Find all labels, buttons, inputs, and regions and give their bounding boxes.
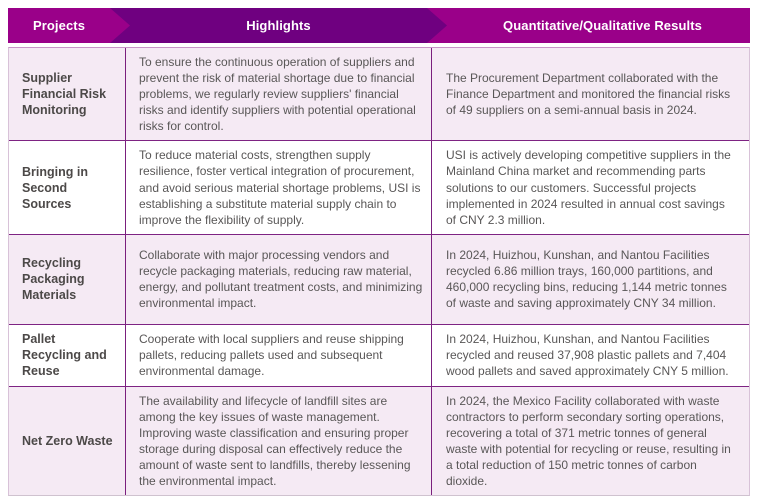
result-cell: In 2024, Huizhou, Kunshan, and Nantou Fa… [431,234,749,324]
result-text: USI is actively developing competitive s… [446,148,731,227]
table-row: Supplier Financial Risk Monitoring To en… [9,48,749,141]
result-cell: In 2024, Huizhou, Kunshan, and Nantou Fa… [431,324,749,386]
project-cell: Bringing in Second Sources [9,141,125,233]
project-name: Bringing in Second Sources [22,164,88,211]
result-cell: In 2024, the Mexico Facility collaborate… [431,386,749,496]
result-text: In 2024, Huizhou, Kunshan, and Nantou Fa… [446,332,729,379]
highlight-cell: Cooperate with local suppliers and reuse… [125,324,431,386]
highlight-cell: Collaborate with major processing vendor… [125,234,431,324]
table-row: Pallet Recycling and Reuse Cooperate wit… [9,323,749,386]
table-row: Recycling Packaging Materials Collaborat… [9,233,749,324]
highlight-text: To ensure the continuous operation of su… [139,55,416,134]
table-row: Bringing in Second Sources To reduce mat… [9,140,749,234]
header-cell-highlights: Highlights [106,8,447,43]
project-name: Pallet Recycling and Reuse [22,332,107,379]
project-name: Net Zero Waste [22,434,113,449]
table-body: Supplier Financial Risk Monitoring To en… [8,47,750,497]
header-label-projects: Projects [32,18,86,33]
project-cell: Pallet Recycling and Reuse [9,325,125,386]
table-header: Projects Highlights Quantitative/Qualita… [8,8,750,43]
highlight-cell: To ensure the continuous operation of su… [125,48,431,141]
header-label-results: Quantitative/Qualitative Results [503,18,702,33]
project-cell: Recycling Packaging Materials [9,235,125,324]
header-label-highlights: Highlights [246,18,311,33]
project-name: Recycling Packaging Materials [22,256,85,303]
result-cell: USI is actively developing competitive s… [431,141,749,234]
highlight-text: Cooperate with local suppliers and reuse… [139,332,404,379]
project-cell: Supplier Financial Risk Monitoring [9,48,125,140]
highlight-text: The availability and lifecycle of landfi… [139,393,411,489]
highlight-text: Collaborate with major processing vendor… [139,248,423,311]
table-row: Net Zero Waste The availability and life… [9,385,749,496]
project-cell: Net Zero Waste [9,387,125,495]
result-cell: The Procurement Department collaborated … [431,48,749,141]
highlight-cell: To reduce material costs, strengthen sup… [125,141,431,234]
result-text: In 2024, the Mexico Facility collaborate… [446,393,731,489]
header-cell-projects: Projects [8,8,130,43]
result-text: The Procurement Department collaborated … [446,71,731,118]
header-cell-results: Quantitative/Qualitative Results [423,8,750,43]
highlight-cell: The availability and lifecycle of landfi… [125,386,431,496]
result-text: In 2024, Huizhou, Kunshan, and Nantou Fa… [446,248,727,311]
highlight-text: To reduce material costs, strengthen sup… [139,148,421,227]
project-name: Supplier Financial Risk Monitoring [22,71,107,118]
